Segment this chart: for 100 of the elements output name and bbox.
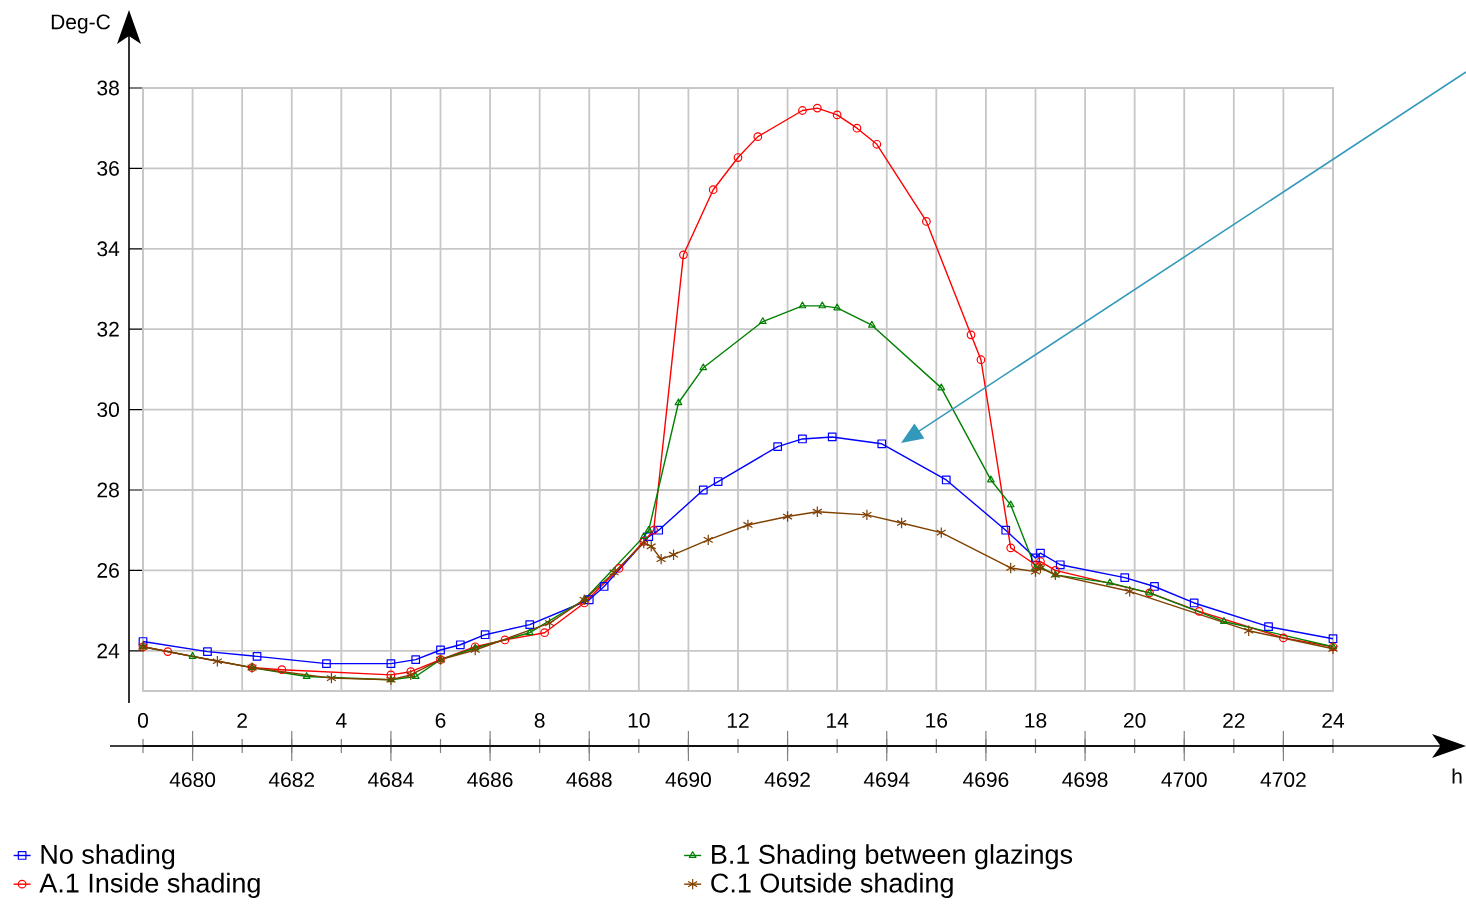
point bbox=[203, 647, 212, 656]
text: h bbox=[1452, 768, 1462, 784]
point bbox=[798, 434, 807, 444]
point bbox=[654, 525, 664, 535]
point bbox=[614, 564, 624, 573]
point bbox=[252, 652, 262, 661]
x2-tick-label: 4696 bbox=[963, 772, 1009, 788]
x-tick-label: 6 bbox=[435, 712, 446, 728]
point bbox=[406, 667, 416, 677]
point bbox=[1243, 624, 1254, 637]
point bbox=[832, 110, 842, 120]
point bbox=[872, 139, 882, 149]
point bbox=[852, 123, 862, 133]
point bbox=[138, 637, 148, 646]
point bbox=[1264, 622, 1273, 632]
x2-tick-label: 4688 bbox=[566, 772, 612, 788]
point bbox=[1124, 585, 1135, 598]
point bbox=[1150, 582, 1159, 591]
point bbox=[674, 398, 683, 406]
point bbox=[302, 672, 311, 680]
x-tick-label: 4 bbox=[335, 713, 347, 728]
y-axis-title: Deg-C bbox=[51, 14, 110, 34]
point bbox=[861, 509, 872, 521]
point bbox=[322, 659, 331, 669]
x2-tick-label: 4698 bbox=[1062, 772, 1108, 788]
point bbox=[698, 485, 708, 495]
point bbox=[639, 532, 648, 540]
x2-tick-label: 4702 bbox=[1260, 772, 1306, 788]
point bbox=[386, 659, 396, 669]
point bbox=[212, 655, 223, 668]
point bbox=[326, 672, 337, 684]
point bbox=[922, 217, 931, 226]
x-tick-label: 12 bbox=[727, 713, 749, 728]
point bbox=[703, 534, 714, 546]
point bbox=[742, 519, 753, 531]
point bbox=[1036, 557, 1045, 566]
point bbox=[867, 320, 876, 328]
point bbox=[1055, 560, 1065, 570]
point bbox=[1006, 543, 1016, 553]
point bbox=[976, 355, 986, 365]
point bbox=[1220, 617, 1228, 624]
point bbox=[1006, 500, 1015, 508]
x2-tick-label: 4694 bbox=[863, 772, 910, 788]
point bbox=[644, 532, 654, 542]
point bbox=[649, 525, 659, 535]
x-tick-label: 2 bbox=[237, 713, 247, 728]
point bbox=[1036, 562, 1045, 570]
point bbox=[1279, 633, 1288, 643]
point bbox=[1120, 573, 1130, 583]
point bbox=[277, 665, 287, 675]
point bbox=[1328, 634, 1338, 644]
legend-label: No shading bbox=[41, 844, 175, 870]
point bbox=[584, 595, 594, 605]
point bbox=[1035, 562, 1046, 574]
point bbox=[656, 553, 667, 565]
point bbox=[470, 644, 481, 656]
x2-tick-label: 4682 bbox=[268, 772, 315, 788]
x-tick-label: 18 bbox=[1025, 712, 1047, 728]
point bbox=[986, 475, 995, 483]
point bbox=[608, 566, 620, 579]
point bbox=[827, 432, 837, 442]
x-tick-label: 20 bbox=[1124, 712, 1146, 728]
point bbox=[733, 153, 743, 162]
point bbox=[599, 582, 609, 591]
x-tick-label: 14 bbox=[827, 713, 849, 728]
point bbox=[937, 383, 946, 391]
point bbox=[936, 526, 947, 539]
point bbox=[812, 103, 822, 113]
point bbox=[877, 439, 887, 449]
point bbox=[1005, 562, 1016, 574]
point bbox=[782, 510, 793, 523]
point bbox=[436, 645, 445, 655]
x-tick-label: 0 bbox=[137, 712, 149, 728]
point bbox=[1036, 548, 1045, 558]
y-tick-label: 32 bbox=[97, 321, 119, 337]
y-tick-label: 34 bbox=[97, 241, 120, 257]
point bbox=[896, 517, 907, 529]
x2-tick-label: 4692 bbox=[764, 772, 810, 788]
point bbox=[1189, 598, 1199, 608]
y-tick-label: 26 bbox=[97, 562, 119, 578]
x2-tick-label: 4700 bbox=[1161, 772, 1207, 788]
point bbox=[1001, 525, 1011, 535]
point bbox=[540, 628, 550, 638]
point bbox=[798, 301, 807, 309]
point bbox=[1105, 578, 1114, 586]
point bbox=[753, 132, 763, 142]
y-tick-label: 36 bbox=[97, 160, 119, 176]
point bbox=[525, 620, 535, 630]
legend-label: C.1 Outside shading bbox=[711, 872, 953, 898]
point bbox=[713, 477, 723, 486]
point bbox=[1030, 565, 1041, 578]
x-tick-label: 24 bbox=[1322, 713, 1345, 728]
x2-tick-label: 4684 bbox=[368, 772, 414, 788]
point bbox=[699, 363, 708, 371]
point bbox=[679, 250, 688, 260]
point bbox=[818, 301, 827, 309]
point bbox=[500, 635, 510, 645]
point bbox=[386, 670, 396, 680]
point bbox=[480, 630, 490, 640]
point bbox=[798, 106, 807, 115]
